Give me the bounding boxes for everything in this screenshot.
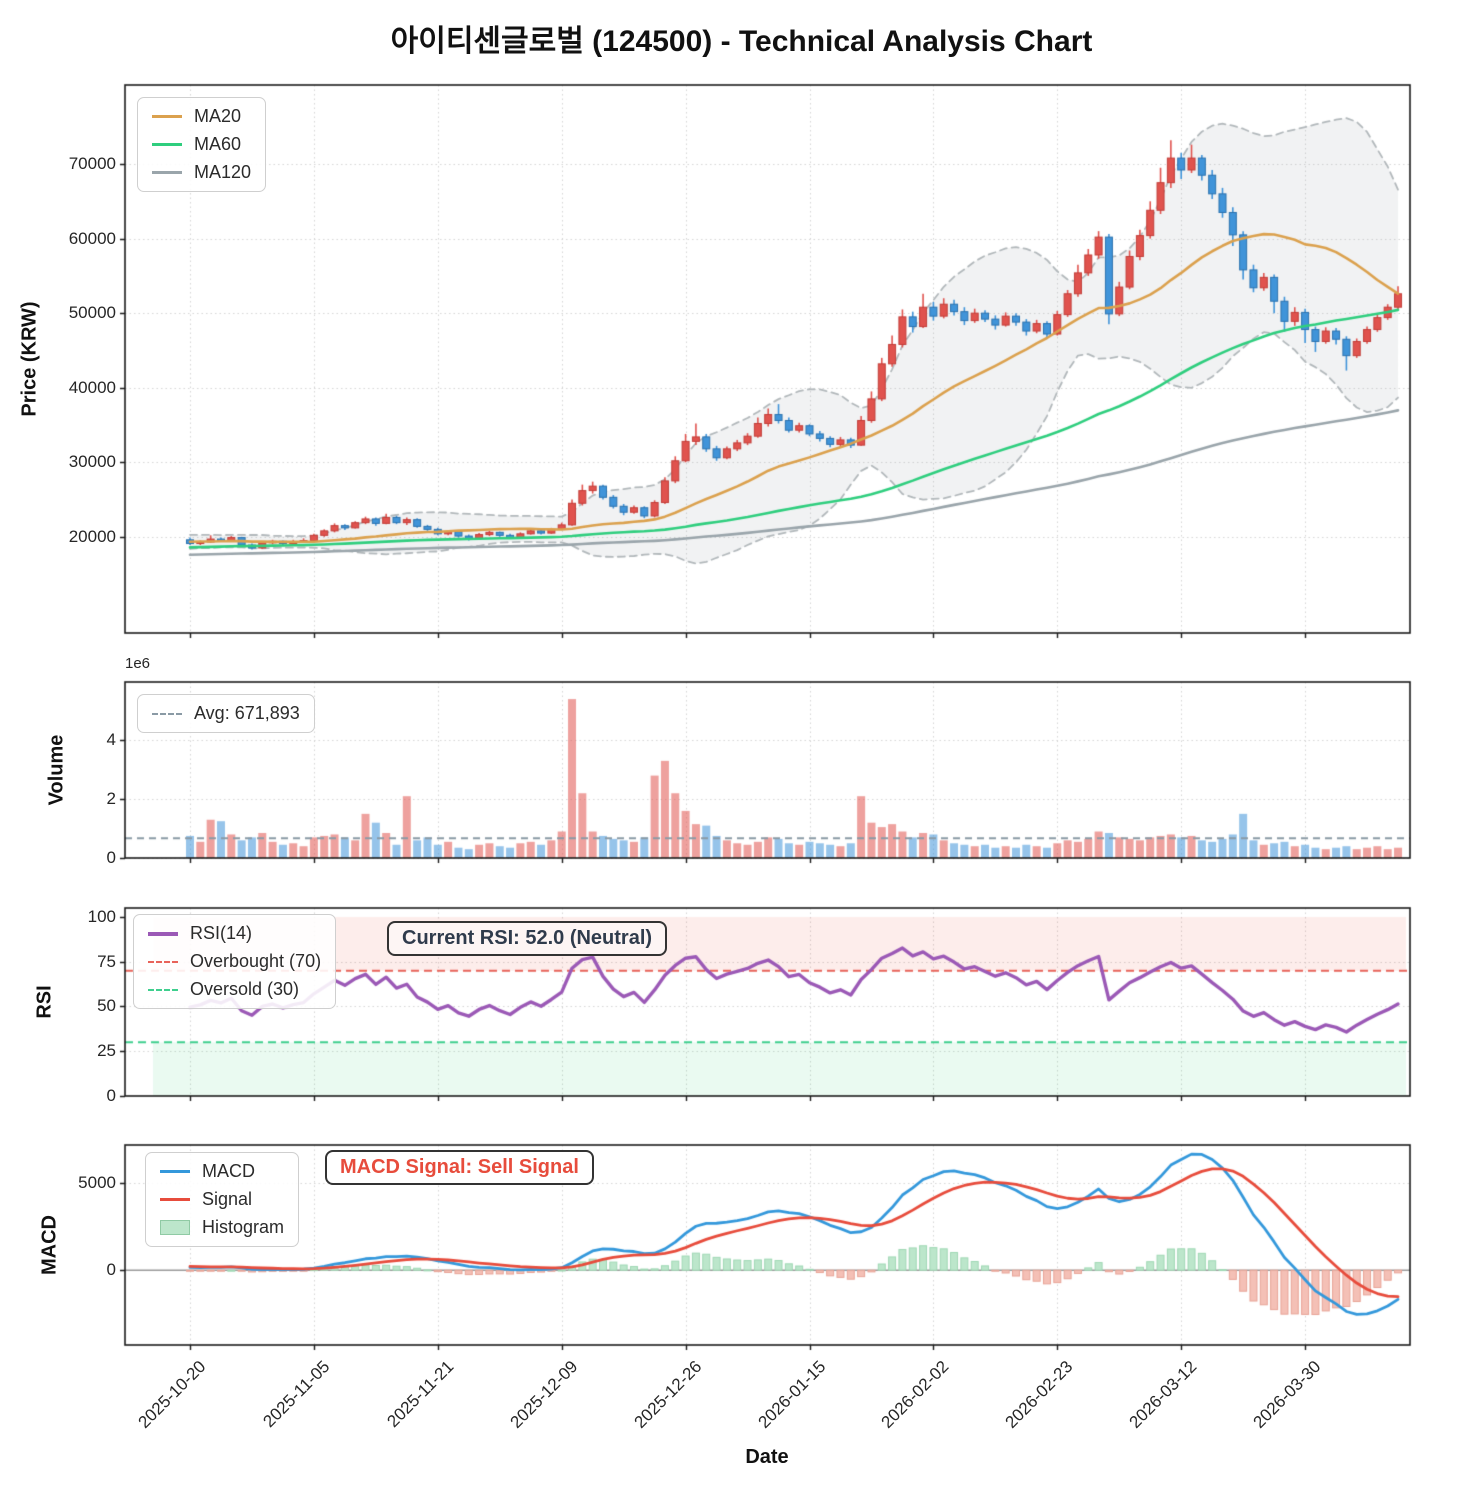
ma60-label: MA60 — [194, 134, 242, 154]
macd-label: MACD — [202, 1161, 255, 1181]
legend-item-ma60: MA60 — [152, 134, 251, 155]
volume-axis-label: Volume — [45, 734, 68, 806]
macd-y-tick-label: 0 — [106, 1260, 116, 1280]
histogram-label: Histogram — [202, 1217, 285, 1237]
rsi-y-tick-label: 50 — [97, 996, 116, 1016]
rsi-line-icon — [148, 931, 178, 936]
macd-line-icon — [160, 1170, 190, 1173]
volume-y-tick-label: 2 — [106, 789, 116, 809]
volume-scale-label: 1e6 — [125, 655, 151, 672]
macd-axis-label: MACD — [38, 1215, 61, 1275]
legend-item-macd: MACD — [160, 1161, 284, 1182]
rsi-y-tick-label: 100 — [87, 906, 116, 926]
date-axis-label: Date — [745, 1446, 789, 1468]
legend-item-overbought: Overbought (70) — [148, 951, 321, 972]
macd-annotation: MACD Signal: Sell Signal — [325, 1150, 594, 1185]
rsi-annotation: Current RSI: 52.0 (Neutral) — [387, 921, 668, 956]
signal-line-icon — [160, 1198, 190, 1201]
oversold-line-icon — [148, 988, 178, 991]
rsi-y-tick-label: 75 — [97, 951, 116, 971]
rsi-y-tick-label: 0 — [106, 1086, 116, 1105]
ma60-line-icon — [152, 143, 182, 146]
legend-item-rsi: RSI(14) — [148, 923, 321, 944]
ma20-label: MA20 — [194, 106, 242, 126]
legend-item-histogram: Histogram — [160, 1217, 284, 1238]
volume-legend: Avg: 671,893 — [137, 694, 315, 733]
macd-legend: MACD Signal Histogram — [145, 1152, 300, 1247]
price-y-tick-label: 40000 — [68, 377, 116, 397]
overbought-line-icon — [148, 960, 178, 963]
price-legend: MA20 MA60 MA120 — [137, 97, 267, 192]
rsi-legend: RSI(14) Overbought (70) Oversold (30) — [133, 914, 337, 1009]
price-y-tick-label: 60000 — [68, 228, 116, 248]
ma20-line-icon — [152, 115, 182, 118]
chart-title: 아이티센글로벌 (124500) - Technical Analysis Ch… — [390, 25, 1093, 58]
rsi-label: RSI(14) — [190, 923, 253, 943]
price-y-tick-label: 70000 — [68, 154, 116, 174]
price-y-tick-label: 50000 — [68, 303, 116, 323]
macd-y-tick-label: 5000 — [78, 1173, 116, 1193]
legend-item-ma120: MA120 — [152, 162, 251, 183]
ma120-line-icon — [152, 171, 182, 174]
volume-avg-label: Avg: 671,893 — [194, 703, 300, 723]
volume-y-tick-label: 4 — [106, 730, 116, 750]
histogram-swatch-icon — [160, 1220, 190, 1235]
avg-line-icon — [152, 712, 182, 715]
legend-item-signal: Signal — [160, 1189, 284, 1210]
ma120-label: MA120 — [194, 162, 252, 182]
overbought-label: Overbought (70) — [190, 951, 322, 971]
oversold-label: Oversold (30) — [190, 979, 300, 999]
volume-y-tick-label: 0 — [106, 848, 116, 867]
rsi-y-tick-label: 25 — [97, 1041, 116, 1061]
price-axis-label: Price (KRW) — [18, 301, 41, 417]
rsi-axis-label: RSI — [33, 985, 56, 1019]
legend-item-volume-avg: Avg: 671,893 — [152, 703, 300, 724]
signal-label: Signal — [202, 1189, 253, 1209]
legend-item-ma20: MA20 — [152, 106, 251, 127]
price-y-tick-label: 20000 — [68, 526, 116, 546]
legend-item-oversold: Oversold (30) — [148, 979, 321, 1000]
price-y-tick-label: 30000 — [68, 452, 116, 472]
